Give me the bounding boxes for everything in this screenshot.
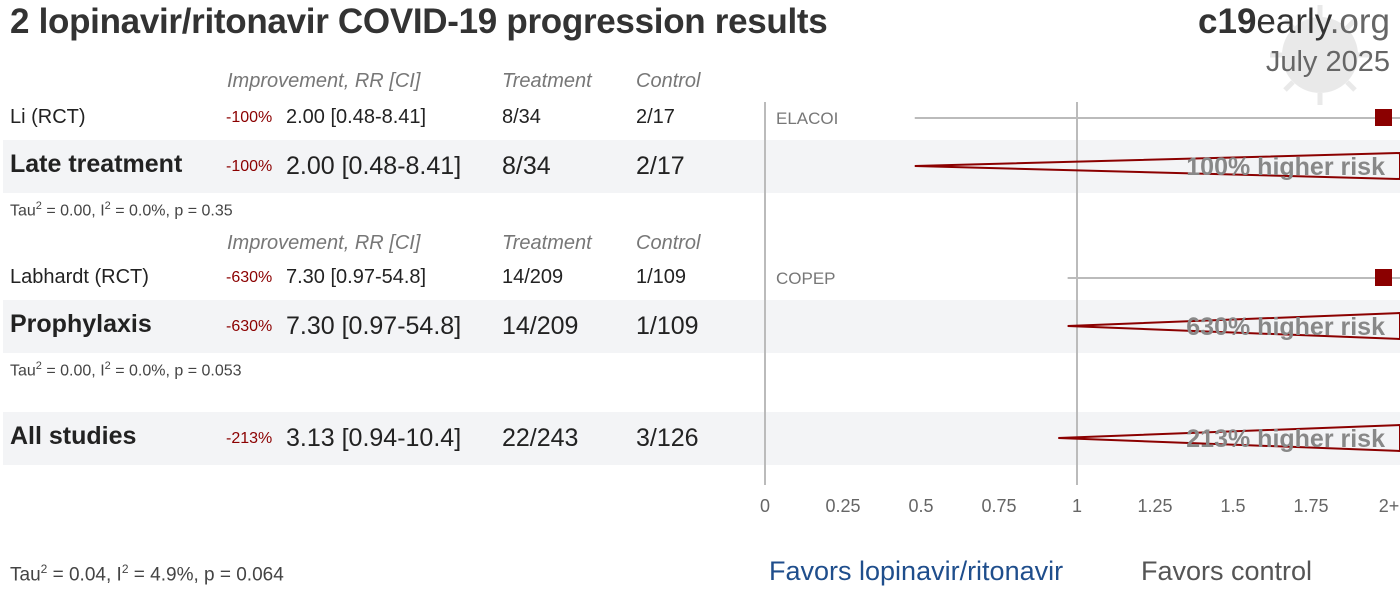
summary-risk-label: 630% higher risk xyxy=(1186,313,1385,341)
summary-band-all xyxy=(3,412,1400,465)
study-rr-ci: 2.00 [0.48-8.41] xyxy=(286,106,427,128)
study-point-marker xyxy=(1375,269,1392,286)
summary-band-late xyxy=(3,140,1400,193)
x-tick-label: 0.5 xyxy=(908,496,933,516)
group-rr-ci: 2.00 [0.48-8.41] xyxy=(286,152,462,180)
group-control: 1/109 xyxy=(636,312,699,340)
summary-band-prophylaxis xyxy=(3,300,1400,353)
report-date: July 2025 xyxy=(1265,46,1390,78)
col-header-improvement: Improvement, RR [CI] xyxy=(227,70,421,92)
study-name[interactable]: Labhardt (RCT) xyxy=(10,266,149,288)
brand-tld: .org xyxy=(1329,2,1390,41)
study-point-marker xyxy=(1375,109,1392,126)
group-name: Prophylaxis xyxy=(10,310,152,338)
group-heterogeneity-stats: Tau2 = 0.00, I2 = 0.0%, p = 0.053 xyxy=(10,360,242,380)
overall-improvement: -213% xyxy=(226,430,273,447)
x-tick-label: 2+ xyxy=(1379,496,1400,516)
col-header-treatment: Treatment xyxy=(502,232,592,254)
overall-control: 3/126 xyxy=(636,424,699,452)
summary-diamond xyxy=(1058,423,1400,453)
x-tick-label: 0.25 xyxy=(825,496,860,516)
study-control: 1/109 xyxy=(636,266,687,288)
group-rr-ci: 7.30 [0.97-54.8] xyxy=(286,312,462,340)
virus-watermark-icon xyxy=(1270,5,1370,105)
trial-label: ELACOI xyxy=(776,109,838,128)
brand-logo[interactable]: c19early.org xyxy=(1198,2,1390,42)
group-name: Late treatment xyxy=(10,150,183,178)
overall-name: All studies xyxy=(10,422,137,450)
col-header-improvement: Improvement, RR [CI] xyxy=(227,232,421,254)
col-header-treatment: Treatment xyxy=(502,70,592,92)
x-tick-label: 0.75 xyxy=(981,496,1016,516)
brand-rest: early xyxy=(1256,2,1330,41)
overall-treatment: 22/243 xyxy=(502,424,579,452)
study-treatment: 8/34 xyxy=(502,106,541,128)
overall-heterogeneity-stats: Tau2 = 0.04, I2 = 4.9%, p = 0.064 xyxy=(10,562,284,586)
x-tick-label: 1.5 xyxy=(1220,496,1245,516)
x-tick-label: 1 xyxy=(1072,496,1082,516)
study-treatment: 14/209 xyxy=(502,266,564,288)
brand-bold: c19 xyxy=(1198,2,1257,41)
overall-rr-ci: 3.13 [0.94-10.4] xyxy=(286,424,462,452)
group-control: 2/17 xyxy=(636,152,685,180)
col-header-control: Control xyxy=(636,232,701,254)
summary-diamond xyxy=(914,151,1400,181)
summary-risk-label: 213% higher risk xyxy=(1186,425,1385,453)
group-improvement: -100% xyxy=(226,158,273,175)
study-control: 2/17 xyxy=(636,106,675,128)
favors-treatment-label: Favors lopinavir/ritonavir xyxy=(769,556,1064,586)
summary-risk-label: 100% higher risk xyxy=(1186,153,1385,181)
study-improvement: -630% xyxy=(226,269,273,286)
study-rr-ci: 7.30 [0.97-54.8] xyxy=(286,266,427,288)
study-improvement: -100% xyxy=(226,109,273,126)
group-improvement: -630% xyxy=(226,318,273,335)
x-tick-label: 0 xyxy=(760,496,770,516)
trial-label: COPEP xyxy=(776,269,836,288)
x-tick-label: 1.25 xyxy=(1137,496,1172,516)
summary-diamond xyxy=(1067,311,1400,341)
group-heterogeneity-stats: Tau2 = 0.00, I2 = 0.0%, p = 0.35 xyxy=(10,200,233,220)
favors-control-label: Favors control xyxy=(1141,556,1313,586)
group-treatment: 14/209 xyxy=(502,312,579,340)
group-treatment: 8/34 xyxy=(502,152,551,180)
x-tick-label: 1.75 xyxy=(1293,496,1328,516)
page-title: 2 lopinavir/ritonavir COVID-19 progressi… xyxy=(10,2,828,41)
col-header-control: Control xyxy=(636,70,701,92)
study-name[interactable]: Li (RCT) xyxy=(10,106,86,128)
